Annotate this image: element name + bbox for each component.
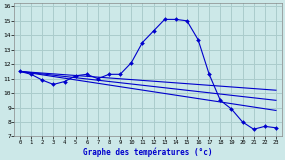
X-axis label: Graphe des températures (°c): Graphe des températures (°c) [83, 147, 213, 156]
